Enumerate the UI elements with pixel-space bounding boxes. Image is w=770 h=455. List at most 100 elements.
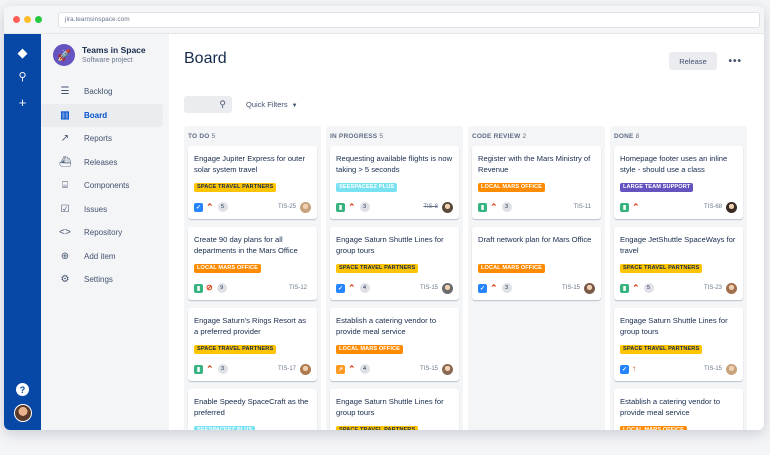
reports-icon: ↗ — [60, 133, 70, 145]
project-name: Teams in Space — [82, 44, 146, 55]
issue-summary: Engage Saturn Shuttle Lines for group to… — [620, 316, 728, 336]
sidebar-item-label: Reports — [84, 134, 113, 144]
issue-key[interactable]: TIS-15 — [703, 366, 722, 372]
column-title: TO DO — [188, 132, 210, 140]
assignee-avatar[interactable] — [442, 363, 453, 375]
issue-summary: Engage Saturn Shuttle Lines for group to… — [336, 235, 444, 255]
add-item-icon: ⊕ — [60, 250, 70, 262]
issue-card[interactable]: Create 90 day plans for all departments … — [188, 227, 317, 300]
maximize-window-dot[interactable] — [35, 16, 42, 23]
search-icon[interactable]: ⚲ — [18, 71, 27, 83]
issue-key[interactable]: TIS-25 — [277, 204, 296, 210]
board-search-input[interactable]: ⚲ — [184, 96, 232, 113]
issue-card[interactable]: Establish a catering vendor to provide m… — [330, 308, 459, 381]
sidebar-item-label: Backlog — [84, 87, 113, 97]
issue-card[interactable]: Homepage footer uses an inline style - s… — [614, 146, 743, 219]
card-footer: ✓ ⌃ 3 TIS-15 — [478, 282, 595, 294]
card-footer: ✓ ⌃ 4 TIS-15 — [336, 282, 453, 294]
more-actions-button[interactable]: ••• — [728, 55, 742, 67]
issue-key[interactable]: TIS-15 — [419, 366, 438, 372]
epic-label: LOCAL MARS OFFICE — [620, 425, 687, 430]
issue-card[interactable]: Draft network plan for Mars Office LOCAL … — [472, 227, 601, 300]
story-points-badge: 5 — [217, 202, 228, 212]
issue-card[interactable]: Register with the Mars Ministry of Reven… — [472, 146, 601, 219]
url-bar[interactable]: jira.teamsinspace.com — [58, 11, 760, 28]
assignee-avatar[interactable] — [442, 282, 453, 294]
close-window-dot[interactable] — [13, 16, 20, 23]
help-icon[interactable]: ? — [16, 383, 29, 396]
release-button[interactable]: Release — [669, 52, 717, 70]
issue-card[interactable]: Engage Saturn Shuttle Lines for group to… — [330, 227, 459, 300]
sidebar-item-label: Add item — [84, 251, 116, 261]
project-header[interactable]: 🚀 Teams in Space Software project — [41, 44, 169, 66]
assignee-avatar[interactable] — [726, 201, 737, 213]
jira-logo-icon[interactable]: ◆ — [17, 45, 28, 60]
issue-card[interactable]: Engage Saturn's Rings Resort as a prefer… — [188, 308, 317, 381]
story-type-icon: ▮ — [194, 283, 203, 293]
story-type-icon: ▮ — [620, 283, 629, 293]
sidebar-item-board[interactable]: ▥ Board — [41, 103, 163, 127]
card-footer: ▮ ⌃ TIS-68 — [620, 201, 737, 213]
priority-high-icon: ⌃ — [632, 282, 640, 293]
board-column-to-do: TO DO 5 Engage Jupiter Express for outer s… — [184, 126, 321, 430]
url-text: jira.teamsinspace.com — [65, 16, 130, 23]
issue-card[interactable]: Establish a catering vendor to provide m… — [614, 389, 743, 430]
issue-card[interactable]: Engage Saturn Shuttle Lines for group to… — [614, 308, 743, 381]
issue-card[interactable]: Engage Saturn Shuttle Lines for group to… — [330, 389, 459, 430]
issue-key[interactable]: TIS-8 — [423, 204, 438, 210]
column-header: TO DO 5 — [188, 126, 317, 146]
column-title: CODE REVIEW — [472, 132, 521, 140]
assignee-avatar[interactable] — [442, 201, 453, 213]
task-type-icon: ✓ — [194, 202, 203, 212]
assignee-avatar[interactable] — [726, 282, 737, 294]
sidebar-item-releases[interactable]: ⛴ Releases — [41, 151, 163, 175]
column-header: DONE 8 — [614, 126, 743, 146]
quick-filters-dropdown[interactable]: Quick Filters ▼ — [246, 100, 298, 109]
minimize-window-dot[interactable] — [24, 16, 31, 23]
issue-key[interactable]: TIS-17 — [277, 366, 296, 372]
sidebar-item-issues[interactable]: ☑ Issues — [41, 198, 163, 222]
assignee-avatar[interactable] — [300, 363, 311, 375]
epic-label: LOCAL MARS OFFICE — [478, 263, 545, 273]
issue-card[interactable]: Enable Speedy SpaceCraft as the preferre… — [188, 389, 317, 430]
priority-blocker-icon: ⊘ — [206, 283, 213, 292]
issue-card[interactable]: Engage Jupiter Express for outer solar s… — [188, 146, 317, 219]
story-points-badge: 4 — [359, 364, 370, 374]
story-type-icon: ▮ — [336, 202, 345, 212]
settings-icon: ⚙ — [60, 274, 70, 286]
story-type-icon: ▮ — [194, 364, 203, 374]
sidebar-item-label: Components — [84, 181, 130, 191]
issue-summary: Homepage footer uses an inline style - s… — [620, 154, 728, 174]
issue-card[interactable]: Engage JetShuttle SpaceWays for travel SP… — [614, 227, 743, 300]
rocket-icon: 🚀 — [53, 44, 75, 66]
story-points-badge: 3 — [217, 364, 228, 374]
task-type-icon: ✓ — [478, 283, 487, 293]
priority-high-icon: ⌃ — [206, 363, 214, 374]
story-points-badge: 3 — [501, 283, 512, 293]
assignee-avatar[interactable] — [726, 363, 737, 375]
issue-key[interactable]: TIS-15 — [419, 285, 438, 291]
issue-card[interactable]: Requesting available flights is now taki… — [330, 146, 459, 219]
sidebar-item-add-item[interactable]: ⊕ Add item — [41, 245, 163, 269]
user-avatar[interactable] — [13, 404, 32, 422]
issue-summary: Establish a catering vendor to provide m… — [620, 397, 721, 417]
issue-key[interactable]: TIS-15 — [561, 285, 580, 291]
epic-label: SEESPACEEZ PLUS — [194, 425, 256, 430]
sidebar-item-repository[interactable]: <> Repository — [41, 221, 163, 245]
sidebar-item-settings[interactable]: ⚙ Settings — [41, 268, 163, 292]
page-title: Board — [184, 50, 227, 67]
sidebar-item-reports[interactable]: ↗ Reports — [41, 127, 163, 151]
board-icon: ▥ — [60, 109, 70, 121]
create-icon[interactable]: + — [18, 95, 27, 110]
sidebar-item-backlog[interactable]: ☰ Backlog — [41, 80, 163, 104]
epic-label: LOCAL MARS OFFICE — [336, 344, 403, 354]
story-points-badge: 3 — [359, 202, 370, 212]
issue-key[interactable]: TIS-23 — [703, 285, 722, 291]
sidebar-item-components[interactable]: ⌸ Components — [41, 174, 163, 198]
issue-key[interactable]: TIS-12 — [288, 285, 307, 291]
assignee-avatar[interactable] — [300, 201, 311, 213]
issue-key[interactable]: TIS-68 — [703, 204, 722, 210]
issue-key[interactable]: TIS-11 — [573, 204, 591, 210]
priority-high-icon: ⌃ — [632, 201, 640, 212]
assignee-avatar[interactable] — [584, 282, 595, 294]
